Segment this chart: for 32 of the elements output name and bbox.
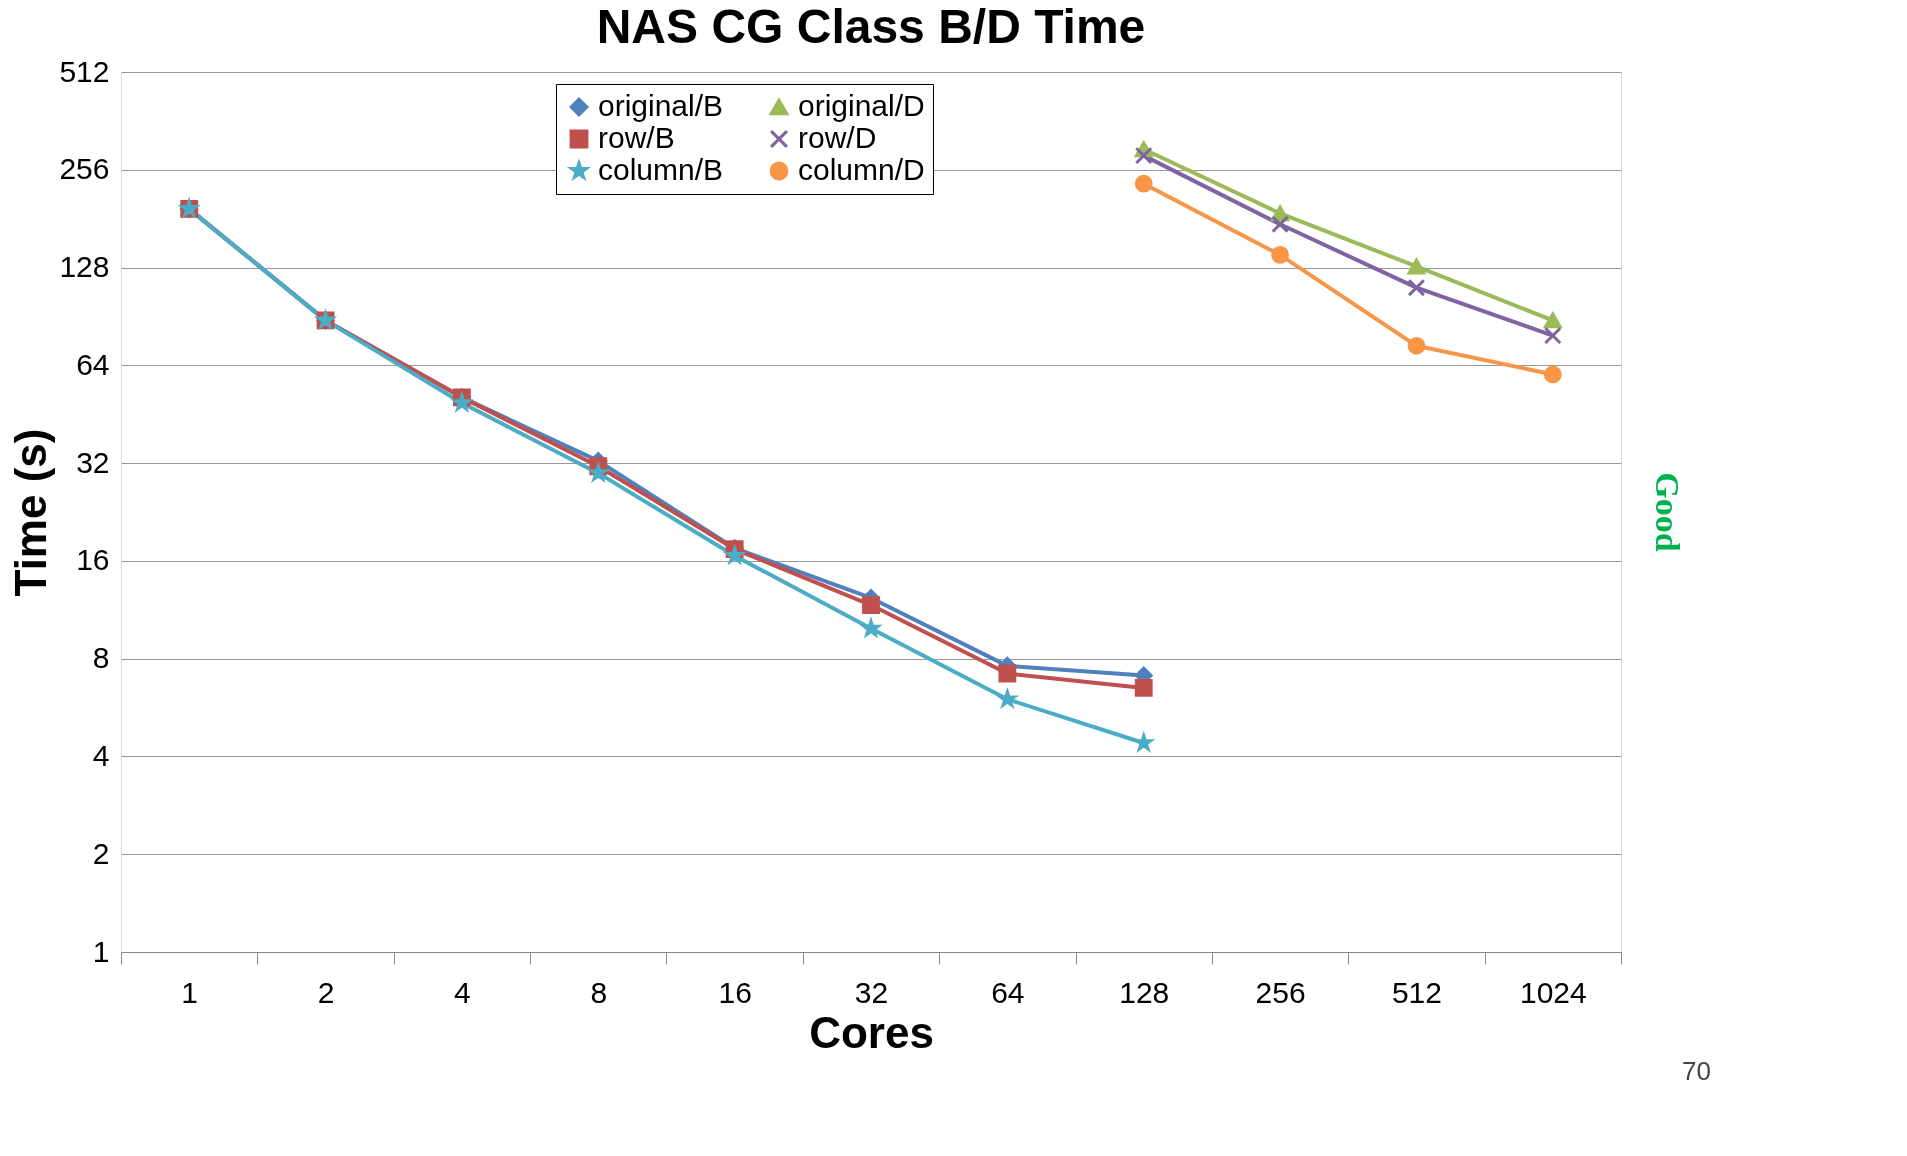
y-tick-label: 16 <box>76 543 110 577</box>
y-tick-label: 64 <box>76 347 110 381</box>
legend-label: row/B <box>598 121 675 154</box>
legend-label: column/D <box>798 153 925 186</box>
y-tick-label: 8 <box>92 641 110 675</box>
x-tick-label: 8 <box>590 975 608 1009</box>
x-tick-label: 2 <box>317 975 335 1009</box>
legend-label: row/D <box>798 121 877 154</box>
legend-label: original/D <box>798 89 925 122</box>
x-tick-label: 128 <box>1119 975 1170 1009</box>
y-tick-label: 128 <box>59 250 110 284</box>
chart-title: NAS CG Class B/D Time <box>596 0 1146 53</box>
y-tick-label: 512 <box>59 54 110 88</box>
y-tick-label: 4 <box>92 738 110 772</box>
x-tick-label: 256 <box>1255 975 1306 1009</box>
text: Good <box>1649 472 1686 552</box>
x-tick-label: 32 <box>854 975 889 1009</box>
x-tick-label: 16 <box>718 975 752 1009</box>
x-tick-label: 512 <box>1391 975 1442 1009</box>
y-tick-label: 32 <box>76 445 110 479</box>
x-tick-label: 64 <box>991 975 1025 1009</box>
y-axis-title: Time (s) <box>6 428 56 597</box>
text: 70 <box>1682 1056 1711 1086</box>
legend-label: column/B <box>598 153 724 186</box>
y-tick-label: 2 <box>92 836 110 870</box>
x-tick-label: 4 <box>454 975 471 1009</box>
x-tick-label: 1 <box>181 975 199 1009</box>
legend-label: original/B <box>598 89 724 122</box>
y-tick-label: 256 <box>59 152 110 186</box>
x-tick-label: 1024 <box>1519 975 1587 1009</box>
y-tick-label: 1 <box>92 934 110 968</box>
x-axis-title: Cores <box>809 1007 934 1057</box>
